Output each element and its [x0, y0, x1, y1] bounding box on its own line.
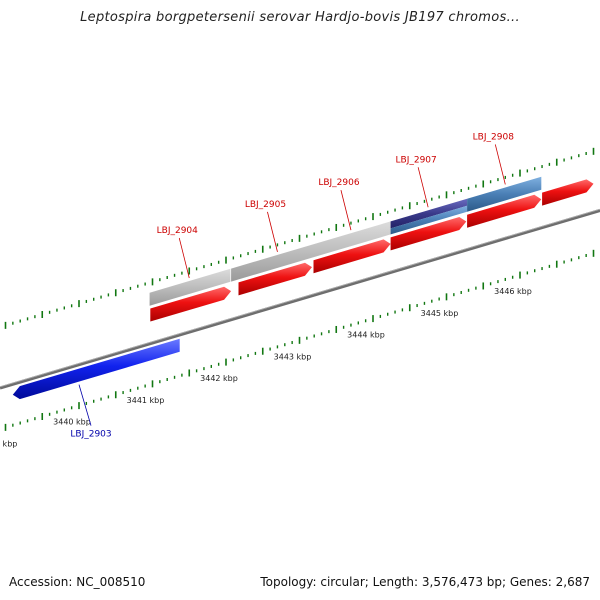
scale-label: 3446 kbp: [494, 287, 532, 296]
gene-leader-line: [417, 167, 429, 208]
scale-ticks: [4, 147, 595, 431]
gene-leader-line: [267, 211, 278, 252]
scale-label: 3441 kbp: [127, 396, 165, 405]
gene-label: LBJ_2905: [245, 200, 286, 210]
feature-bar: [467, 176, 542, 212]
scale-label: 3442 kbp: [200, 374, 238, 383]
scale-label: 3444 kbp: [347, 331, 385, 340]
gene-leader-line: [494, 144, 506, 185]
labels: 3439 kbp 3440 kbp 3441 kbp 3442 kbp 3443 kbp…: [0, 132, 532, 448]
forward-cds: [150, 286, 232, 322]
backbone: [0, 208, 600, 390]
feature-bar: [231, 221, 391, 282]
reverse-cds: [12, 338, 180, 400]
gene-label: LBJ_2903: [70, 430, 111, 440]
gene-leader-line: [78, 384, 92, 426]
gene-label: LBJ_2907: [396, 155, 437, 165]
gene-label: LBJ_2908: [473, 132, 515, 142]
features: [12, 176, 594, 400]
forward-cds: [467, 194, 542, 228]
feature-bar-lower: [390, 205, 468, 235]
scale-label: 3445 kbp: [421, 309, 459, 318]
scale-label: 3439 kbp: [0, 439, 17, 448]
gene-label: LBJ_2904: [157, 226, 199, 236]
scale-label: 3443 kbp: [274, 352, 312, 361]
backbone-highlight: [0, 208, 600, 388]
feature-bar-upper: [390, 198, 468, 229]
forward-cds: [238, 262, 312, 296]
genome-summary: Topology: circular; Length: 3,576,473 bp…: [260, 575, 590, 589]
scale-label: 3440 kbp: [53, 418, 91, 427]
accession-text: Accession: NC_008510: [9, 575, 146, 589]
backbone-line: [0, 208, 600, 390]
map-title: Leptospira borgpetersenii serovar Hardjo…: [80, 10, 520, 25]
forward-cds: [390, 217, 467, 251]
gene-leader-line: [178, 237, 190, 279]
feature-bar: [149, 268, 231, 306]
gene-label: LBJ_2906: [318, 178, 360, 188]
forward-cds: [542, 179, 594, 206]
gene-leader-line: [340, 190, 352, 231]
forward-cds: [313, 239, 391, 274]
